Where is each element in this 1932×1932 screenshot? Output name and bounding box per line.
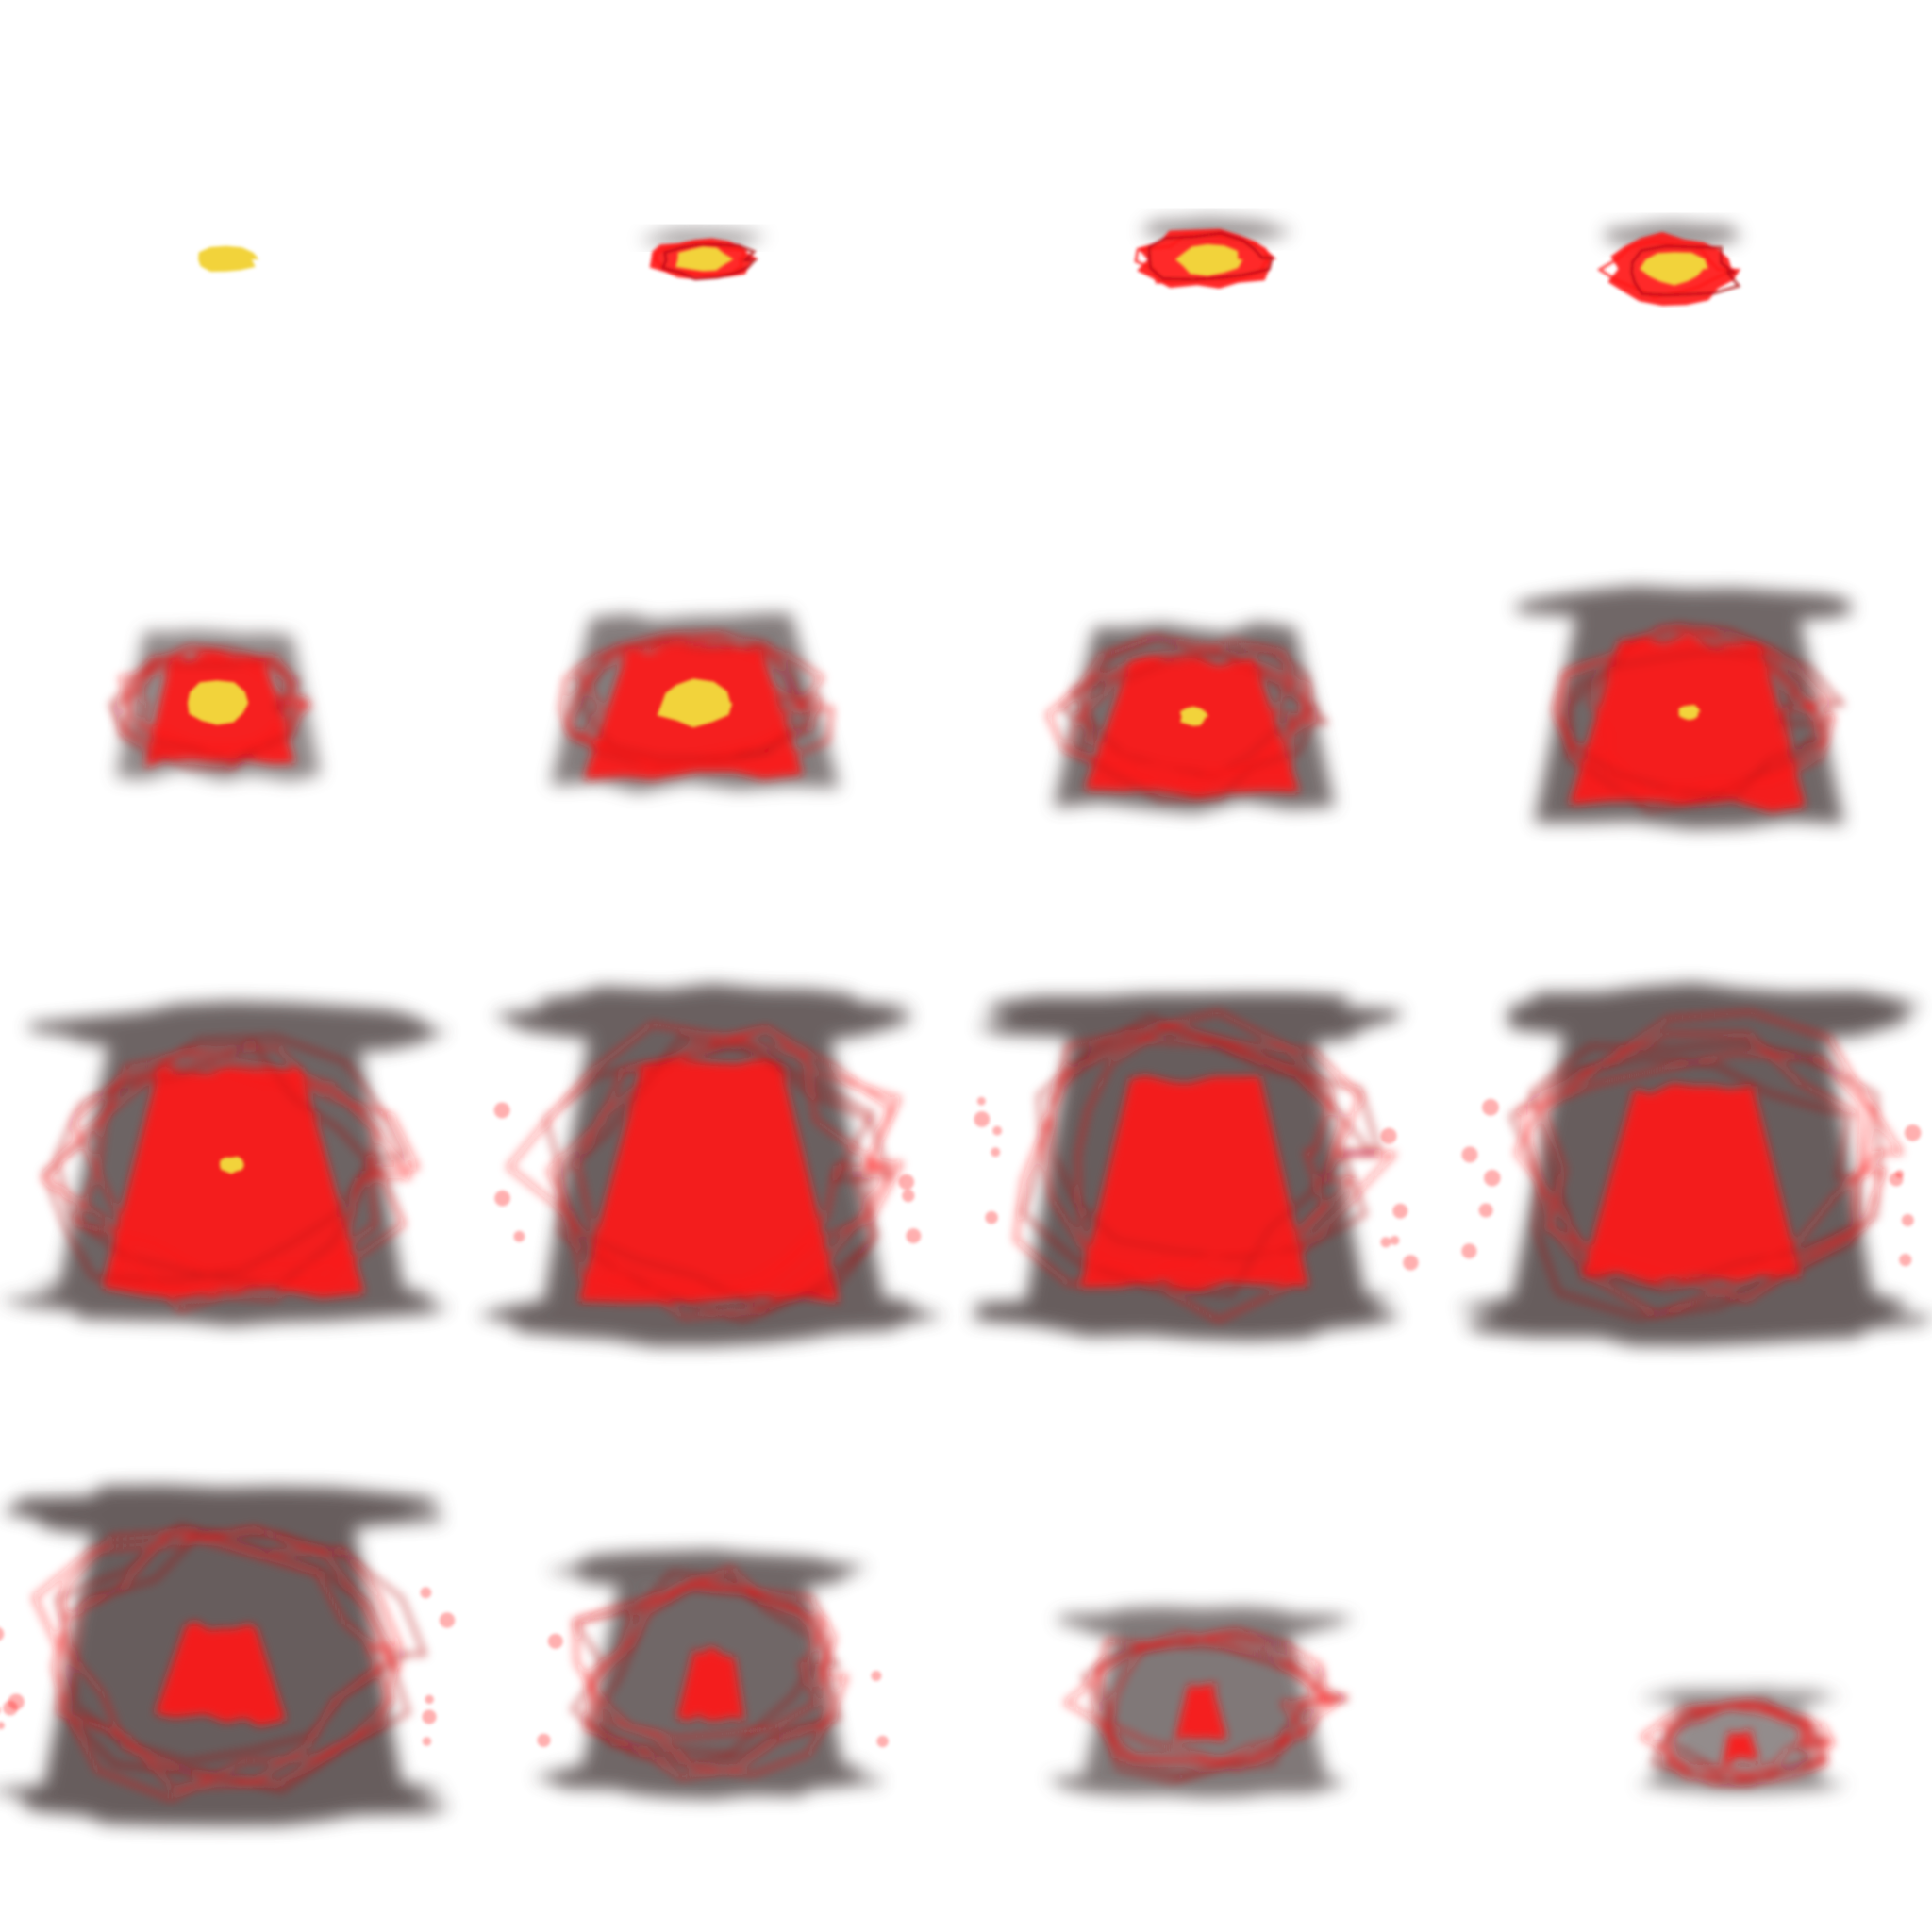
fire-core — [1678, 705, 1701, 721]
explosion-frame — [1456, 982, 1932, 1346]
ember-dot — [1484, 1169, 1501, 1187]
fire-core — [657, 678, 733, 728]
ember-dot — [547, 1633, 563, 1649]
fire-core — [198, 245, 259, 272]
explosion-frame — [108, 629, 321, 781]
ember-dot — [439, 1612, 456, 1628]
ember-dot — [1895, 1170, 1904, 1178]
ember-dot — [0, 1627, 5, 1641]
ember-dot — [876, 1735, 889, 1748]
ember-dot — [513, 1230, 525, 1242]
frames-layer — [0, 217, 1932, 1826]
ember-dot — [974, 1111, 991, 1127]
ember-dot — [422, 1709, 437, 1724]
explosion-frame — [1635, 1688, 1851, 1794]
fire-body — [42, 1035, 420, 1312]
ember-dot — [537, 1733, 551, 1747]
fire-core — [219, 1156, 245, 1174]
ember-dot — [1904, 1124, 1922, 1141]
explosion-frame — [1134, 217, 1292, 289]
explosion-frame — [532, 1549, 889, 1800]
fire-core — [187, 680, 249, 725]
ember-dot — [425, 1694, 434, 1705]
ember-dot — [898, 1174, 915, 1191]
explosion-frame — [0, 1485, 456, 1826]
ember-dot — [1482, 1098, 1499, 1116]
ember-dot — [493, 1102, 510, 1119]
ember-dot — [1461, 1146, 1478, 1163]
ember-dot — [8, 1693, 25, 1710]
ember-dot — [871, 1671, 882, 1681]
fire-body — [1508, 1010, 1904, 1319]
ember-dot — [976, 1096, 986, 1106]
ember-dot — [1461, 1243, 1477, 1259]
ember-dot — [1901, 1214, 1914, 1226]
fire-core — [1179, 706, 1209, 726]
fire-body — [1014, 1010, 1397, 1323]
ember-dot — [1380, 1237, 1391, 1248]
explosion-frame — [1513, 586, 1854, 829]
explosion-frame — [550, 612, 840, 792]
fire-body — [1045, 635, 1330, 801]
ember-dot — [1390, 1235, 1400, 1245]
fire-core — [675, 246, 734, 272]
explosion-frame — [969, 992, 1419, 1341]
ember-dot — [1392, 1203, 1408, 1219]
explosion-frame — [1596, 221, 1741, 307]
ember-dot — [1403, 1255, 1419, 1271]
fire-body — [1640, 1699, 1836, 1787]
ember-dot — [906, 1228, 922, 1244]
fire-body — [570, 1566, 848, 1779]
fire-core — [1640, 252, 1708, 286]
fire-body — [1063, 1628, 1349, 1783]
explosion-frame — [1044, 1607, 1357, 1798]
ember-dot — [0, 1707, 1, 1713]
fire-body — [1553, 624, 1846, 812]
explosion-frame — [641, 229, 767, 281]
explosion-frame — [1045, 622, 1335, 813]
fire-core — [1174, 243, 1243, 276]
ember-dot — [1478, 1203, 1493, 1218]
explosion-frame — [198, 245, 259, 272]
explosion-frame — [0, 1001, 451, 1327]
ember-dot — [0, 1722, 5, 1730]
smoke-cloud — [641, 229, 767, 247]
explosion-frame — [476, 983, 948, 1347]
fire-body — [507, 1023, 904, 1322]
ember-dot — [1899, 1254, 1912, 1267]
ember-dot — [420, 1587, 432, 1599]
ember-dot — [494, 1190, 510, 1207]
ember-dot — [991, 1147, 1001, 1158]
ember-dot — [985, 1210, 998, 1224]
ember-dot — [902, 1189, 915, 1203]
ember-dot — [422, 1737, 432, 1746]
ember-dot — [1380, 1127, 1397, 1144]
fire-body — [32, 1524, 427, 1801]
ember-dot — [992, 1125, 1003, 1136]
